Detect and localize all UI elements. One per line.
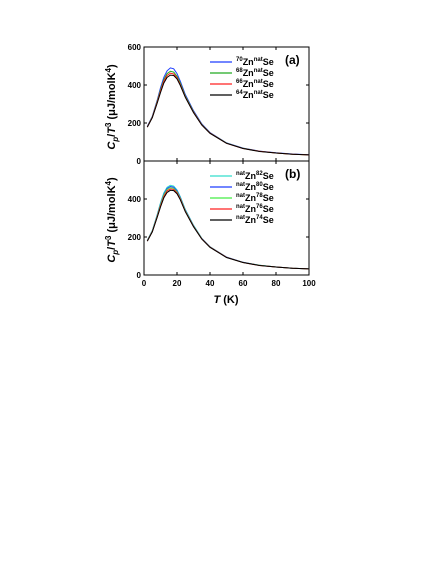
plot-frame-b <box>143 160 310 276</box>
ticks-b: 0 200 400 0 20 40 60 80 100 <box>128 160 316 288</box>
series-line-b-4 <box>146 189 310 270</box>
x-tick-label: 100 <box>302 279 316 288</box>
y-axis-title-a: Cp/T3 (μJ/molK4) <box>104 64 120 150</box>
x-axis-title: T (K) <box>213 294 238 306</box>
x-tick-label: 40 <box>206 279 215 288</box>
y-tick-label-a: 600 <box>128 43 142 52</box>
panel-a: 0 200 400 600 70ZnnatSe68ZnnatSe66ZnnatSe64… <box>104 43 310 166</box>
legend-entry-b-3: natZn76Se <box>236 204 274 214</box>
series-line-b-2 <box>146 187 310 270</box>
legend-entry-a-2: 66ZnnatSe <box>236 79 274 89</box>
y-tick-label-b: 400 <box>128 195 142 204</box>
x-tick-label: 0 <box>142 279 147 288</box>
series-lines-b <box>146 184 310 270</box>
x-tick-label: 20 <box>173 279 182 288</box>
series-line-a-0 <box>146 67 310 156</box>
series-lines-a <box>146 67 310 156</box>
series-line-b-3 <box>146 188 310 270</box>
ticks-a: 0 200 400 600 <box>128 43 310 166</box>
y-tick-label-b: 0 <box>137 271 142 280</box>
legend-entry-b-0: natZn82Se <box>236 171 274 181</box>
panel-label-a: (a) <box>285 53 300 67</box>
legend-entry-b-1: natZn80Se <box>236 182 274 192</box>
legend-entry-b-2: natZn78Se <box>236 193 274 203</box>
legend-entry-a-1: 68ZnnatSe <box>236 68 274 78</box>
series-line-b-1 <box>146 185 310 270</box>
legend-entry-a-0: 70ZnnatSe <box>236 57 274 67</box>
y-axis-title-b: Cp/T3 (μJ/molK4) <box>104 177 120 263</box>
series-line-a-2 <box>146 72 310 156</box>
y-tick-label-b: 200 <box>128 233 142 242</box>
legend-entry-b-4: natZn74Se <box>236 215 274 225</box>
y-tick-label-a: 0 <box>137 157 142 166</box>
y-tick-label-a: 200 <box>128 119 142 128</box>
series-line-a-3 <box>146 74 310 156</box>
y-tick-label-a: 400 <box>128 81 142 90</box>
legend-b: natZn82SenatZn80SenatZn78SenatZn76SenatZ… <box>210 171 274 225</box>
panel-label-b: (b) <box>285 167 300 181</box>
legend-entry-a-3: 64ZnnatSe <box>236 90 274 100</box>
x-tick-label: 80 <box>272 279 281 288</box>
x-tick-label: 60 <box>239 279 248 288</box>
